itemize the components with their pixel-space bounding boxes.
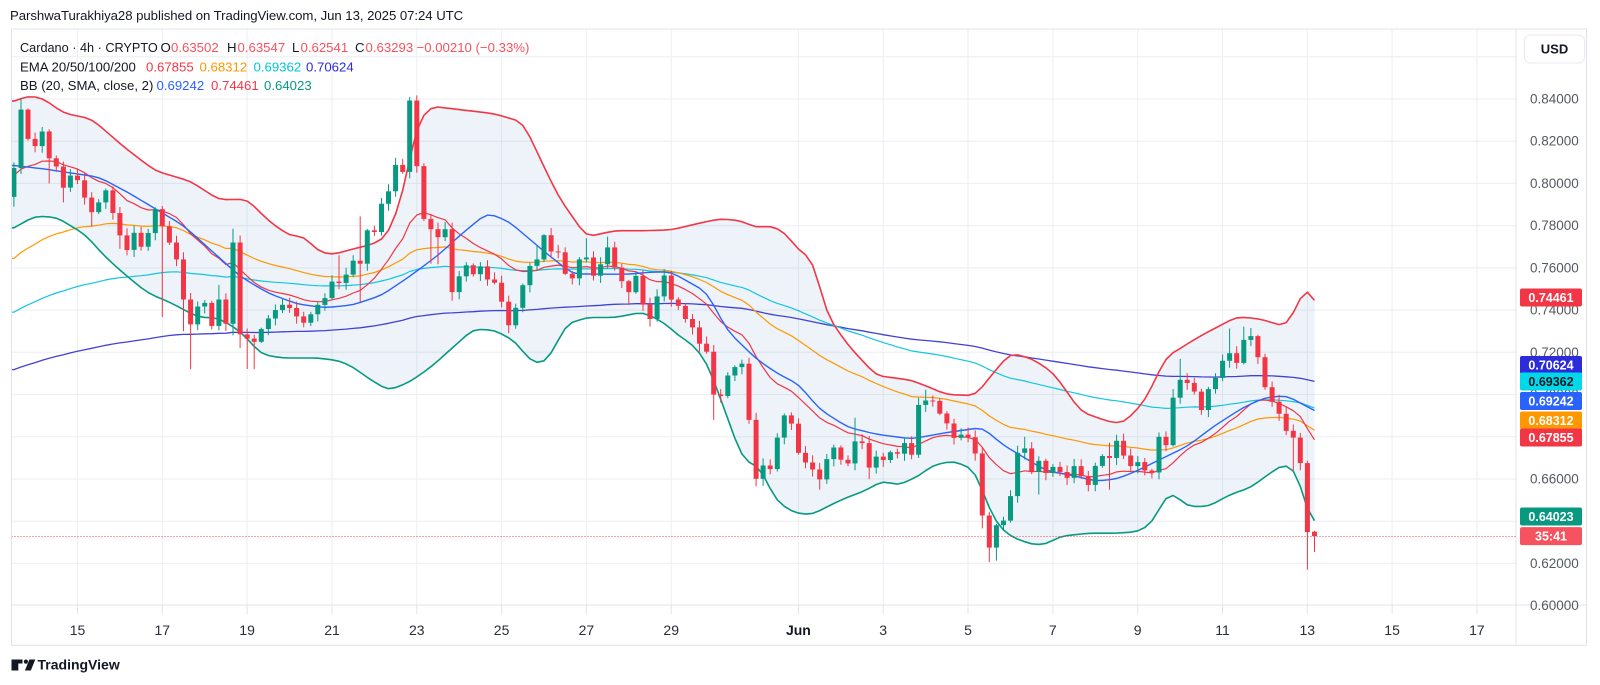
svg-text:BB (20, SMA, close, 2): BB (20, SMA, close, 2) [20,78,153,93]
svg-text:0.84000: 0.84000 [1530,92,1579,107]
svg-text:0.68312: 0.68312 [1528,414,1573,428]
svg-text:0.69362: 0.69362 [254,60,302,75]
svg-text:27: 27 [579,622,595,638]
svg-text:0.68312: 0.68312 [200,60,248,75]
svg-text:11: 11 [1215,622,1230,638]
svg-text:0.74461: 0.74461 [211,78,259,93]
svg-text:29: 29 [663,622,679,638]
svg-text:Cardano · 4h · CRYPTO: Cardano · 4h · CRYPTO [20,41,158,55]
svg-text:0.80000: 0.80000 [1530,176,1579,191]
svg-text:0.76000: 0.76000 [1530,260,1579,275]
svg-text:0.63547: 0.63547 [238,40,286,55]
svg-text:25: 25 [494,622,510,638]
svg-text:0.63293: 0.63293 [366,40,414,55]
svg-text:0.62541: 0.62541 [301,40,349,55]
svg-text:0.69362: 0.69362 [1528,375,1573,389]
svg-text:−0.00210 (−0.33%): −0.00210 (−0.33%) [417,40,530,55]
svg-text:9: 9 [1134,622,1142,638]
svg-text:19: 19 [239,622,255,638]
svg-text:USD: USD [1541,42,1568,57]
svg-text:0.74461: 0.74461 [1528,291,1573,305]
svg-text:3: 3 [879,622,887,638]
svg-text:0.82000: 0.82000 [1530,134,1579,149]
svg-text:Jun: Jun [786,622,811,638]
svg-text:0.78000: 0.78000 [1530,218,1579,233]
svg-text:ParshwaTurakhiya28 published o: ParshwaTurakhiya28 published on TradingV… [10,8,464,23]
svg-text:0.60000: 0.60000 [1530,598,1579,613]
svg-text:EMA 20/50/100/200: EMA 20/50/100/200 [20,60,136,75]
svg-text:L: L [292,40,299,55]
svg-text:0.64023: 0.64023 [1528,510,1573,524]
svg-text:0.67855: 0.67855 [146,60,194,75]
svg-text:35:41: 35:41 [1535,530,1567,544]
svg-text:17: 17 [1469,622,1485,638]
svg-text:0.69242: 0.69242 [1528,395,1573,409]
svg-text:C: C [355,40,365,55]
svg-text:0.62000: 0.62000 [1530,556,1579,571]
svg-text:5: 5 [964,622,972,638]
svg-text:21: 21 [324,622,340,638]
svg-text:0.66000: 0.66000 [1530,472,1579,487]
svg-text:23: 23 [409,622,425,638]
svg-text:0.70624: 0.70624 [306,60,354,75]
svg-text:TradingView: TradingView [38,657,120,673]
svg-text:0.64023: 0.64023 [264,78,312,93]
svg-text:O: O [161,40,171,55]
svg-text:15: 15 [70,622,86,638]
svg-text:7: 7 [1049,622,1057,638]
svg-text:0.63502: 0.63502 [171,40,219,55]
svg-text:17: 17 [155,622,171,638]
svg-text:15: 15 [1384,622,1400,638]
svg-text:H: H [227,40,237,55]
svg-text:0.67855: 0.67855 [1528,431,1573,445]
svg-text:0.69242: 0.69242 [157,78,205,93]
svg-text:0.70624: 0.70624 [1528,359,1573,373]
svg-text:13: 13 [1300,622,1316,638]
